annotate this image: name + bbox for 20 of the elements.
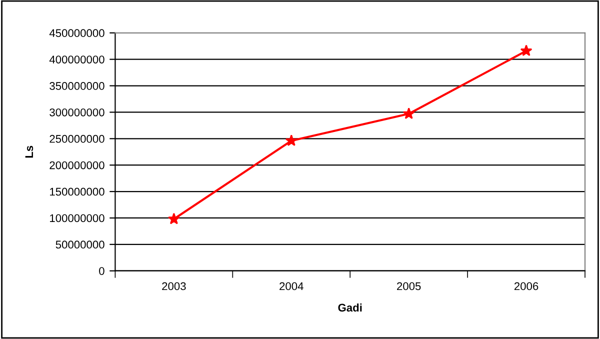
point bbox=[402, 108, 415, 119]
y-tick-label: 0 bbox=[99, 267, 104, 275]
x-tick-label: 2003 bbox=[162, 282, 186, 290]
x-tick-label: 2005 bbox=[397, 282, 421, 290]
y-tick-label: 250000000 bbox=[50, 134, 104, 143]
y-tick-label: 450000000 bbox=[49, 29, 104, 38]
y-tick-label: 200000000 bbox=[50, 161, 104, 170]
x-tick-label: 2004 bbox=[280, 282, 304, 290]
point bbox=[285, 134, 298, 146]
y-axis-title: Ls bbox=[25, 146, 34, 158]
y-tick-label: 150000000 bbox=[50, 188, 104, 196]
x-tick-label: 2006 bbox=[514, 282, 538, 290]
y-tick-label: 350000000 bbox=[50, 82, 104, 90]
y-tick-label: 300000000 bbox=[50, 108, 104, 116]
y-tick-label: 100000000 bbox=[50, 214, 104, 222]
point bbox=[168, 212, 180, 224]
x-axis-title: Gadi bbox=[338, 303, 362, 312]
point bbox=[520, 44, 532, 56]
y-tick-label: 400000000 bbox=[49, 56, 104, 64]
y-tick-label: 50000000 bbox=[56, 240, 104, 249]
